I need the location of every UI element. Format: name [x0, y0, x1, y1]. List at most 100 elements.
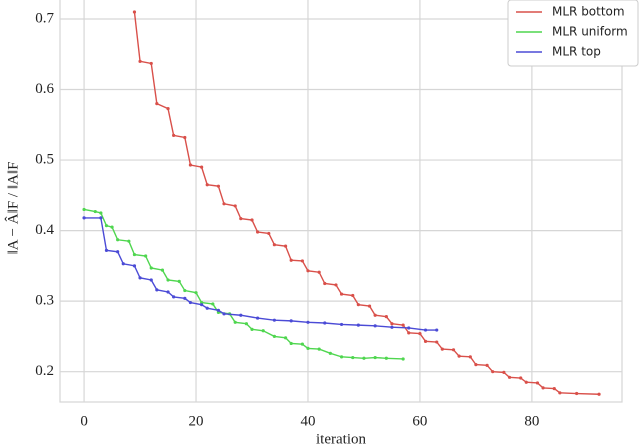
- data-point: [323, 321, 327, 325]
- data-point: [233, 320, 237, 324]
- data-point: [244, 322, 249, 326]
- data-point: [373, 313, 377, 317]
- y-tick-label: 0.6: [35, 81, 54, 97]
- data-point: [250, 218, 254, 222]
- data-point: [390, 325, 394, 329]
- data-point: [82, 207, 86, 212]
- data-point: [183, 288, 187, 293]
- data-point: [306, 346, 310, 350]
- data-point: [183, 135, 187, 140]
- data-point: [104, 248, 109, 252]
- data-point: [194, 291, 198, 295]
- data-point: [418, 331, 422, 336]
- data-point: [317, 270, 321, 274]
- data-point: [435, 340, 439, 344]
- data-point: [524, 380, 528, 384]
- data-point: [93, 209, 97, 214]
- data-point: [149, 266, 153, 270]
- data-point: [155, 288, 159, 292]
- x-tick-label: 40: [300, 413, 315, 429]
- data-point: [99, 216, 103, 220]
- x-tick-label: 80: [524, 413, 539, 429]
- y-tick-label: 0.2: [35, 363, 54, 379]
- x-tick-label: 60: [412, 413, 427, 429]
- data-point: [407, 326, 411, 330]
- data-point: [216, 184, 221, 188]
- data-point: [474, 363, 478, 367]
- data-point: [255, 316, 260, 320]
- x-tick-label: 0: [80, 413, 88, 429]
- data-point: [552, 386, 556, 391]
- legend-box: [507, 0, 639, 67]
- data-point: [401, 357, 405, 361]
- data-point: [272, 318, 276, 322]
- data-point: [507, 375, 512, 379]
- data-point: [121, 262, 125, 266]
- data-point: [82, 216, 86, 220]
- series-line: [83, 208, 404, 360]
- data-point: [177, 279, 181, 283]
- data-point: [239, 313, 243, 317]
- data-point: [451, 348, 456, 352]
- data-point: [255, 230, 260, 234]
- data-point: [233, 204, 237, 208]
- data-point: [239, 217, 243, 221]
- data-point: [289, 341, 293, 346]
- data-point: [155, 102, 159, 106]
- data-point: [384, 356, 388, 360]
- data-point: [138, 276, 142, 280]
- data-point: [351, 355, 355, 360]
- data-point: [272, 243, 276, 247]
- data-point: [328, 351, 332, 355]
- data-point: [491, 370, 495, 374]
- data-point: [222, 202, 226, 206]
- data-point: [317, 347, 321, 351]
- data-point: [132, 252, 137, 257]
- data-point: [283, 244, 288, 248]
- y-tick-label: 0.7: [35, 10, 54, 26]
- y-axis-label: ‖A − Â‖F / ‖A‖F: [4, 162, 21, 255]
- data-point: [110, 225, 114, 229]
- data-point: [300, 342, 304, 346]
- data-point: [272, 334, 276, 339]
- data-point: [306, 320, 310, 324]
- data-point: [188, 163, 193, 167]
- data-point: [597, 392, 601, 396]
- data-point: [127, 239, 131, 243]
- data-point: [485, 363, 489, 367]
- y-tick-label: 0.5: [35, 152, 54, 168]
- series-line: [133, 11, 600, 395]
- data-point: [138, 59, 142, 63]
- x-axis-label: iteration: [316, 431, 366, 447]
- data-point: [250, 327, 254, 331]
- data-point: [541, 386, 545, 390]
- data-point: [166, 290, 170, 294]
- data-point: [172, 133, 176, 137]
- data-point: [502, 370, 506, 374]
- data-point: [211, 302, 215, 306]
- data-point: [339, 355, 344, 359]
- data-point: [216, 308, 221, 312]
- data-point: [99, 211, 103, 215]
- data-point: [575, 391, 579, 396]
- data-point: [200, 165, 204, 169]
- data-point: [200, 303, 204, 307]
- data-point: [222, 312, 226, 316]
- data-point: [356, 303, 360, 307]
- data-point: [390, 322, 394, 326]
- data-point: [401, 323, 405, 327]
- data-point: [132, 264, 137, 268]
- y-tick-label: 0.3: [35, 293, 54, 309]
- data-point: [132, 10, 137, 14]
- legend-label: MLR bottom: [552, 5, 625, 19]
- data-point: [116, 238, 120, 242]
- data-point: [334, 283, 338, 287]
- data-point: [166, 278, 170, 282]
- data-point: [160, 268, 165, 272]
- data-point: [149, 61, 153, 66]
- plot-frame: [59, 0, 623, 403]
- data-point: [407, 331, 411, 335]
- data-point: [283, 336, 288, 340]
- data-point: [205, 306, 209, 310]
